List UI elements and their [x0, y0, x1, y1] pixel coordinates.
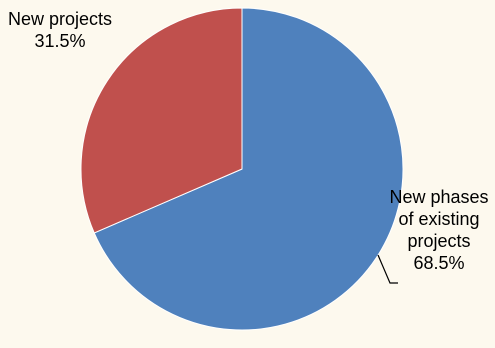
slice-label-name: New phases of existing projects — [389, 187, 489, 251]
slice-label-percent: 31.5% — [34, 31, 86, 51]
slice-label-new-phases: New phases of existing projects 68.5% — [385, 186, 493, 274]
leader-line-new-phases — [377, 254, 398, 284]
slice-label-percent: 68.5% — [413, 253, 465, 273]
pie-slice-new-projects — [80, 7, 243, 234]
slice-label-name: New projects — [7, 9, 113, 29]
slice-label-new-projects: New projects 31.5% — [5, 8, 115, 52]
pie-slice-new-phases-of-existing-projects — [93, 7, 404, 331]
pie-slices — [80, 7, 404, 331]
